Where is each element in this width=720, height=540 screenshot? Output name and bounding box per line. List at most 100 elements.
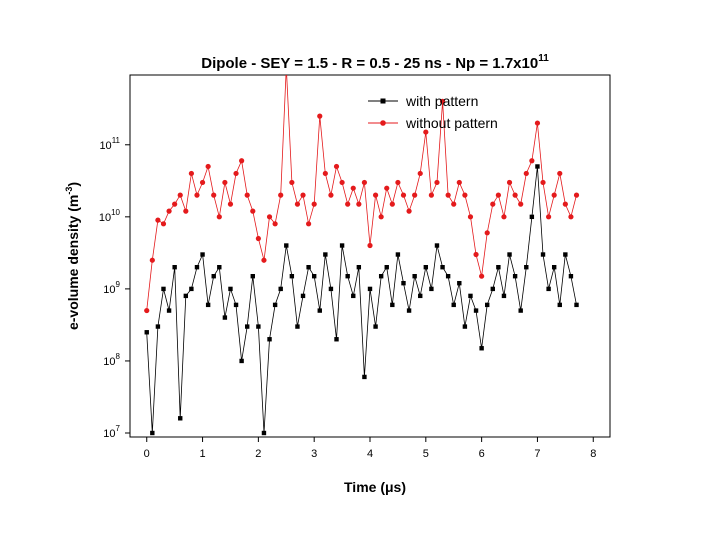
data-point <box>557 170 563 177</box>
data-point <box>155 217 161 223</box>
data-point <box>562 201 568 207</box>
y-tick-superscript: 8 <box>116 352 121 361</box>
y-label-text: e-volume density (m <box>65 195 81 330</box>
data-point <box>557 302 562 308</box>
data-point <box>529 158 535 164</box>
data-point <box>345 201 351 207</box>
data-point <box>546 286 551 292</box>
y-label-superscript: -3 <box>64 187 74 195</box>
data-point <box>217 265 222 270</box>
data-point <box>211 274 216 279</box>
data-point <box>239 358 244 364</box>
data-point <box>160 221 167 227</box>
data-point <box>222 315 228 320</box>
data-point <box>183 293 189 299</box>
data-point <box>317 113 323 119</box>
data-point <box>506 179 513 186</box>
data-point <box>535 164 540 169</box>
data-point <box>495 192 501 198</box>
data-point <box>563 252 568 257</box>
x-tick-label: 1 <box>199 448 205 460</box>
data-point <box>529 214 535 220</box>
data-point <box>227 201 234 207</box>
data-point <box>417 170 423 177</box>
series-line <box>146 166 577 434</box>
data-point <box>378 214 384 220</box>
data-point <box>166 208 172 214</box>
legend-marker <box>380 120 386 126</box>
x-tick-label: 2 <box>255 448 261 460</box>
data-point <box>412 274 417 279</box>
data-point <box>412 192 418 198</box>
y-tick-superscript: 10 <box>111 208 120 217</box>
data-point <box>317 308 322 313</box>
data-point <box>362 374 367 380</box>
data-point <box>418 293 423 299</box>
data-point <box>540 179 546 186</box>
data-point <box>356 201 362 207</box>
data-point <box>373 324 378 329</box>
data-point <box>457 280 462 286</box>
data-point <box>306 221 312 227</box>
data-point <box>429 286 434 292</box>
data-point <box>496 265 501 270</box>
data-point <box>551 265 557 270</box>
data-point <box>144 330 149 335</box>
data-point <box>490 201 496 207</box>
data-point <box>351 293 356 299</box>
data-point <box>372 192 379 198</box>
data-point <box>161 286 166 292</box>
data-point <box>524 265 529 270</box>
data-point <box>205 163 211 170</box>
data-point <box>456 179 462 186</box>
series-line <box>146 75 577 311</box>
data-point <box>546 214 552 220</box>
data-point <box>467 214 474 220</box>
title-superscript: 11 <box>538 53 549 64</box>
data-point <box>155 324 161 329</box>
data-point <box>534 120 541 126</box>
data-point <box>574 302 579 308</box>
y-tick-label: 1010 <box>99 208 121 224</box>
data-point <box>401 280 406 286</box>
data-point <box>289 274 295 279</box>
data-point <box>144 307 150 314</box>
data-point <box>356 265 362 270</box>
data-point <box>440 265 445 270</box>
data-point <box>300 192 306 198</box>
data-point <box>551 192 557 198</box>
data-point <box>434 243 440 248</box>
data-point <box>244 192 250 198</box>
x-tick-label: 0 <box>144 448 150 460</box>
data-point <box>166 308 172 313</box>
data-point <box>211 192 217 198</box>
legend-marker <box>380 98 386 104</box>
data-point <box>473 251 479 258</box>
data-point <box>150 430 155 436</box>
data-point <box>451 302 456 308</box>
data-point <box>390 302 395 308</box>
data-point <box>200 252 205 257</box>
data-point <box>328 286 334 292</box>
data-point <box>339 179 345 186</box>
data-point <box>462 324 468 329</box>
data-point <box>334 337 339 342</box>
data-point <box>177 192 183 198</box>
data-point <box>188 170 194 177</box>
data-point <box>284 243 289 248</box>
data-point <box>350 185 356 191</box>
data-point <box>490 286 495 292</box>
data-point <box>189 286 194 292</box>
data-point <box>333 163 340 170</box>
data-point <box>367 286 373 292</box>
data-point <box>400 192 407 198</box>
data-point <box>389 201 395 207</box>
y-tick-base: 10 <box>103 356 115 368</box>
data-point <box>568 214 574 220</box>
y-tick-superscript: 9 <box>116 280 121 289</box>
data-point <box>261 430 267 436</box>
y-tick-base: 10 <box>103 284 115 296</box>
data-point <box>295 324 300 329</box>
x-tick-label: 7 <box>534 448 540 460</box>
data-point <box>361 179 368 186</box>
